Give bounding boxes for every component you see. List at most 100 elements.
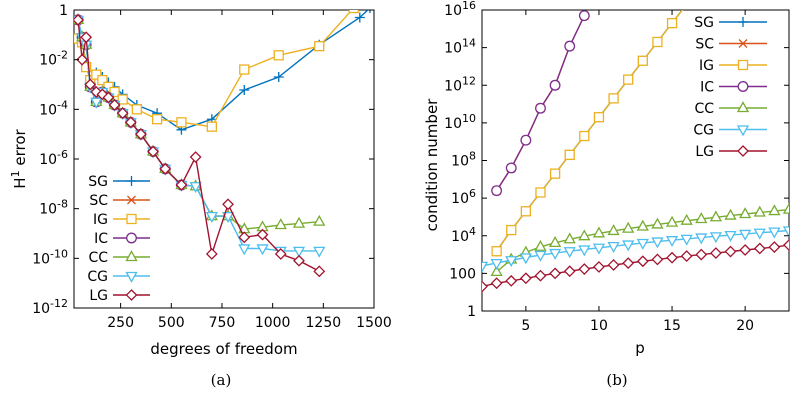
data-point bbox=[80, 31, 93, 44]
legend-marker bbox=[737, 59, 749, 71]
data-point bbox=[709, 210, 723, 222]
plot-frame-a bbox=[73, 9, 375, 309]
data-point bbox=[482, 261, 489, 273]
data-point bbox=[549, 267, 562, 280]
data-point bbox=[564, 40, 576, 52]
y-tick-label: 100 bbox=[449, 266, 476, 282]
data-point bbox=[578, 10, 590, 22]
data-point bbox=[652, 36, 663, 48]
plot-frame-b bbox=[481, 9, 790, 312]
legend-item: IG bbox=[699, 58, 767, 74]
x-tick-label: 5 bbox=[521, 318, 530, 334]
data-point bbox=[563, 265, 576, 278]
legend-marker bbox=[126, 232, 137, 244]
y-tick-label: 10-6 bbox=[39, 148, 68, 168]
legend-b: SG SC IG IC CC CG LG bbox=[693, 15, 767, 160]
legend-marker bbox=[125, 250, 138, 262]
x-tick-label: 20 bbox=[736, 318, 754, 334]
data-point bbox=[665, 236, 679, 248]
legend-item: IG bbox=[93, 212, 150, 228]
data-point bbox=[102, 91, 115, 104]
data-point bbox=[205, 248, 218, 260]
data-point bbox=[273, 50, 284, 61]
y-tick-label: 1012 bbox=[444, 74, 476, 94]
data-point bbox=[354, 12, 365, 23]
x-tick-label: 15 bbox=[663, 318, 681, 334]
data-point bbox=[682, 0, 691, 9]
legend-label: LG bbox=[89, 288, 108, 304]
legend-item: CC bbox=[694, 101, 767, 117]
data-point bbox=[505, 162, 517, 174]
data-point bbox=[753, 205, 766, 217]
data-point bbox=[313, 214, 326, 226]
data-point bbox=[682, 0, 692, 9]
legend-label: SG bbox=[694, 15, 714, 31]
data-point bbox=[159, 162, 172, 175]
data-point bbox=[274, 218, 287, 230]
legend-marker bbox=[736, 101, 750, 113]
caption-b: (b) bbox=[606, 371, 627, 389]
x-tick-label: 750 bbox=[209, 315, 236, 331]
data-point bbox=[563, 247, 576, 259]
data-point bbox=[768, 204, 781, 216]
chart-panel-a: 250 500 750 1000 1250 1500 10-12 10-10 10-8 10-6 1… bbox=[9, 3, 392, 389]
data-point bbox=[564, 149, 575, 160]
data-point bbox=[256, 228, 269, 241]
data-point bbox=[782, 226, 789, 238]
x-tick-label: 1250 bbox=[306, 315, 342, 331]
data-point bbox=[622, 240, 635, 252]
data-point bbox=[505, 256, 518, 268]
data-point bbox=[753, 242, 766, 255]
legend-a: SG SC IG IC CC CG LG bbox=[87, 174, 150, 304]
data-point bbox=[651, 217, 664, 229]
legend-label: CC bbox=[88, 250, 108, 266]
data-point bbox=[109, 86, 120, 98]
caption-a: (a) bbox=[211, 371, 232, 389]
data-point bbox=[636, 238, 649, 250]
data-point bbox=[491, 185, 503, 197]
data-point bbox=[108, 99, 121, 111]
data-point bbox=[651, 237, 664, 249]
data-point bbox=[592, 243, 606, 255]
data-point bbox=[709, 247, 722, 259]
series-layer-b bbox=[482, 0, 789, 293]
y-axis-label-sup: 1 bbox=[9, 170, 22, 177]
data-point bbox=[273, 72, 284, 83]
legend-label: CC bbox=[694, 101, 714, 117]
y-tick-label: 1016 bbox=[444, 0, 476, 19]
data-point bbox=[637, 55, 648, 66]
series-IC bbox=[491, 10, 590, 197]
data-point bbox=[519, 253, 532, 265]
data-point bbox=[607, 259, 620, 271]
y-tick-label: 108 bbox=[451, 150, 476, 170]
legend-item: CG bbox=[87, 269, 150, 285]
data-point bbox=[534, 239, 547, 251]
data-point bbox=[593, 112, 605, 123]
legend-marker bbox=[125, 289, 138, 301]
data-point bbox=[84, 78, 97, 91]
legend-marker bbox=[737, 81, 749, 92]
data-point bbox=[535, 187, 546, 198]
data-point bbox=[665, 215, 679, 227]
data-point bbox=[520, 206, 532, 217]
data-point bbox=[753, 228, 766, 240]
data-point bbox=[206, 121, 217, 132]
y-axis-label: condition number bbox=[423, 98, 441, 231]
x-tick-label: 10 bbox=[590, 318, 608, 334]
data-point bbox=[739, 207, 752, 219]
data-point bbox=[607, 242, 620, 253]
series-CG bbox=[74, 15, 326, 258]
legend-label: IG bbox=[93, 212, 108, 228]
data-point bbox=[695, 212, 708, 224]
legend-item: CC bbox=[88, 250, 150, 266]
data-point bbox=[680, 250, 693, 263]
legend-marker bbox=[738, 17, 748, 27]
data-point bbox=[117, 94, 128, 105]
legend-label: CG bbox=[87, 269, 108, 285]
legend-item: SC bbox=[695, 37, 767, 53]
data-point bbox=[768, 227, 781, 239]
y-tick-label: 1 bbox=[59, 3, 68, 19]
y-tick-label: 106 bbox=[451, 187, 476, 207]
data-point bbox=[579, 130, 590, 142]
legend-item: SG bbox=[88, 174, 150, 190]
